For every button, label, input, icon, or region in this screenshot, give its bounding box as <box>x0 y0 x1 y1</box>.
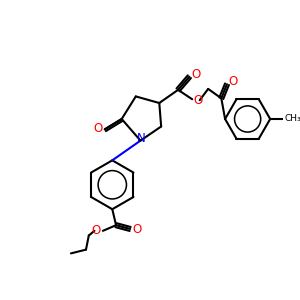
Text: O: O <box>92 224 101 237</box>
Text: CH₃: CH₃ <box>284 115 300 124</box>
Text: O: O <box>132 224 141 236</box>
Text: N: N <box>137 132 146 145</box>
Text: O: O <box>191 68 201 81</box>
Text: O: O <box>193 94 203 107</box>
Text: O: O <box>228 75 237 88</box>
Text: O: O <box>94 122 103 135</box>
